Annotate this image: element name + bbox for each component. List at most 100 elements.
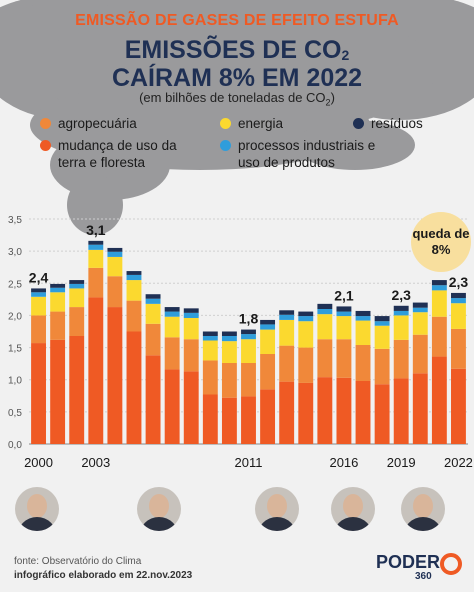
- bar-segment: [393, 378, 409, 444]
- legend-dot: [220, 118, 231, 129]
- bar-segment: [202, 360, 218, 395]
- stacked-bar-chart: 0,0 0,5 1,0 1,5 2,0 2,5 3,0 3,5 2000 2003 2011 2016…: [8, 215, 473, 470]
- bar-segment: [31, 292, 46, 297]
- bar-segment: [336, 316, 352, 340]
- legend-item-agropecuaria: agropecuária: [40, 115, 137, 132]
- bar-segment: [221, 331, 237, 336]
- bar-segment: [164, 337, 180, 370]
- total-label: 2,1: [334, 287, 354, 303]
- y-tick-label: 2,5: [8, 279, 22, 290]
- bar-segment: [355, 381, 371, 444]
- y-tick-label: 1,5: [8, 344, 22, 355]
- bar-segment: [374, 384, 390, 444]
- bar-segment: [50, 287, 66, 293]
- bar-segment: [221, 363, 237, 398]
- bar-segment: [451, 298, 466, 304]
- bar-segment: [69, 283, 85, 289]
- bar-segment: [374, 325, 390, 349]
- bar-segment: [69, 336, 85, 444]
- x-tick-label: 2000: [24, 455, 53, 470]
- bar-segment: [241, 334, 256, 340]
- bar-segment: [279, 319, 295, 346]
- bar-segment: [164, 369, 180, 444]
- bar-segment: [107, 251, 123, 257]
- headline-line-1: EMISSÕES DE CO2: [124, 36, 350, 64]
- bar-segment: [298, 311, 314, 317]
- bar-segment: [107, 256, 123, 277]
- bar-segment: [412, 302, 428, 308]
- bar-segment: [221, 341, 237, 363]
- bar-segment: [279, 381, 295, 444]
- bar-segment: [336, 306, 352, 312]
- bar-segment: [412, 334, 428, 374]
- y-tick-label: 2,0: [8, 311, 22, 322]
- legend-item-residuos: resíduos: [353, 115, 423, 132]
- bar-segment: [202, 394, 218, 444]
- legend-dot: [40, 118, 51, 129]
- total-label: 2,4: [29, 269, 49, 285]
- bar-segment: [69, 307, 85, 336]
- total-label: 2,3: [449, 274, 469, 290]
- x-tick-label: 2011: [235, 455, 263, 470]
- bar-segment: [221, 336, 237, 342]
- drop-callout: queda de 8%: [411, 212, 471, 272]
- bar-segment: [183, 339, 199, 372]
- y-tick-label: 0,5: [8, 408, 22, 419]
- bar-segment: [260, 329, 276, 354]
- bar-segment: [145, 323, 161, 356]
- poder360-logo: PODER: [376, 552, 441, 572]
- bar-segment: [145, 298, 161, 304]
- bar-segment: [393, 310, 409, 316]
- bar-segment: [50, 283, 66, 288]
- x-tick-label: 2016: [329, 455, 358, 470]
- bar-segment: [412, 373, 428, 444]
- bar-segment: [50, 311, 66, 340]
- bar-segment: [317, 339, 333, 378]
- bar-segment: [88, 267, 104, 298]
- total-label: 3,1: [86, 222, 106, 238]
- bar-segment: [412, 307, 428, 313]
- bar-segment: [317, 303, 333, 309]
- bar-segment: [355, 345, 371, 381]
- bar-segment: [107, 276, 123, 308]
- total-label: 1,8: [239, 311, 259, 327]
- bar-segment: [412, 312, 428, 335]
- bar-segment: [202, 331, 218, 336]
- credit-note: infográfico elaborado em 22.nov.2023: [14, 570, 193, 581]
- bar-segment: [431, 280, 447, 286]
- bar-segment: [374, 316, 390, 322]
- bar-segment: [31, 315, 46, 344]
- legend-item-mudanca-uso-terra: mudança de uso da terra e floresta: [40, 137, 190, 171]
- headline-line-2: CAÍRAM 8% EM 2022: [111, 64, 363, 92]
- bar-segment: [145, 355, 161, 444]
- bar-segment: [221, 397, 237, 444]
- poder360-logo-icon: [440, 553, 462, 575]
- bar-segment: [355, 310, 371, 317]
- bar-segment: [88, 244, 104, 250]
- bar-segment: [451, 368, 466, 444]
- bar-segment: [431, 356, 447, 444]
- bar-segment: [279, 310, 295, 315]
- legend-dot: [40, 140, 51, 151]
- bar-segment: [69, 288, 85, 308]
- x-tick-label: 2022: [444, 455, 473, 470]
- bar-segment: [183, 312, 199, 318]
- bar-segment: [183, 371, 199, 444]
- bar-segment: [88, 240, 104, 245]
- x-tick-label: 2003: [81, 455, 110, 470]
- bar-segment: [355, 316, 371, 321]
- bar-segment: [126, 300, 142, 332]
- x-tick-label: 2019: [387, 455, 416, 470]
- bar-segment: [260, 324, 276, 330]
- poder360-logo-sub: 360: [415, 571, 432, 582]
- legend-dot: [353, 118, 364, 129]
- bar-segment: [164, 307, 180, 312]
- bar-segment: [317, 309, 333, 315]
- y-tick-label: 1,0: [8, 376, 22, 387]
- bar-segment: [126, 280, 142, 301]
- bar-segment: [183, 308, 199, 313]
- smoke-cloud-background: [0, 0, 474, 235]
- bar-segment: [451, 303, 466, 329]
- bar-segment: [451, 328, 466, 369]
- legend-item-processos-industriais: processos industriais e uso de produtos: [220, 137, 390, 171]
